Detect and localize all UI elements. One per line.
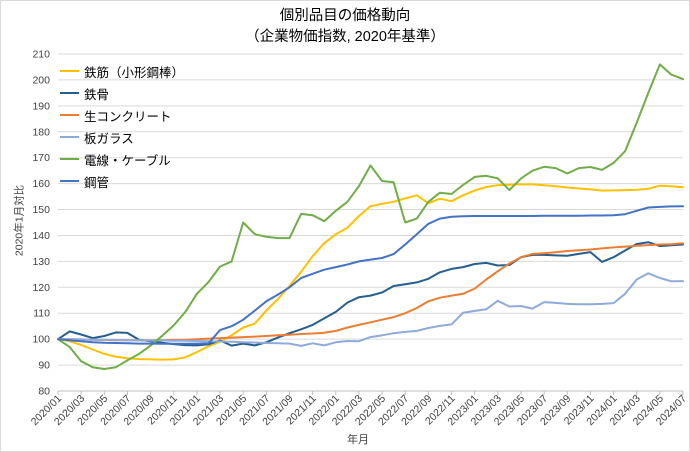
x-axis-title: 年月 [347, 434, 369, 446]
legend-item: 鉄筋（小形鋼棒） [60, 60, 184, 82]
legend-item-label: 鉄筋（小形鋼棒） [84, 65, 185, 80]
y-tick-label: 110 [33, 308, 50, 320]
legend-item-label: 電線・ケーブル [84, 153, 171, 168]
legend-swatch-line [60, 69, 79, 73]
legend-item: 板ガラス [60, 126, 184, 148]
y-tick-label: 170 [32, 152, 50, 164]
y-tick-label: 150 [32, 204, 50, 216]
y-tick-label: 140 [32, 230, 50, 242]
legend-swatch-line [60, 179, 79, 183]
legend-item-label: 鋼管 [84, 175, 110, 190]
legend-item: 電線・ケーブル [60, 148, 184, 170]
chart-subtitle: （企業物価指数, 2020年基準） [245, 29, 445, 45]
y-tick-label: 160 [32, 178, 50, 190]
legend-swatch-line [60, 157, 79, 161]
y-tick-label: 130 [32, 256, 50, 268]
legend-swatch-line [60, 135, 79, 139]
series-line-3 [57, 272, 684, 347]
chart-title: 個別品目の価格動向 [279, 8, 411, 24]
legend-swatch-line [60, 113, 79, 117]
y-tick-label: 180 [32, 126, 50, 138]
chart-title-block: 個別品目の価格動向 （企業物価指数, 2020年基準） [1, 6, 689, 48]
legend: 鉄筋（小形鋼棒） 鉄骨 生コンクリート 板ガラス 電線・ケーブル 鋼管 [60, 60, 184, 192]
legend-item-label: 生コンクリート [84, 109, 172, 124]
y-tick-label: 90 [38, 360, 50, 372]
legend-item-label: 板ガラス [84, 131, 134, 146]
legend-item-label: 鉄骨 [84, 87, 110, 102]
y-tick-label: 120 [32, 282, 50, 294]
legend-item: 鉄骨 [60, 82, 184, 104]
y-tick-label: 200 [32, 74, 50, 86]
y-tick-label: 190 [32, 100, 50, 112]
y-axis-title: 2020年1月対比 [13, 184, 26, 257]
series-line-2 [57, 242, 684, 342]
legend-item: 生コンクリート [60, 104, 184, 126]
series-line-4 [57, 63, 684, 370]
series-line-1 [57, 241, 684, 347]
legend-swatch-line [60, 91, 79, 95]
y-tick-label: 100 [32, 334, 50, 346]
y-tick-label: 80 [38, 386, 50, 398]
series-line-0 [57, 183, 684, 361]
y-tick-label: 210 [32, 49, 50, 61]
legend-item: 鋼管 [60, 170, 184, 192]
series-line-5 [57, 205, 684, 345]
